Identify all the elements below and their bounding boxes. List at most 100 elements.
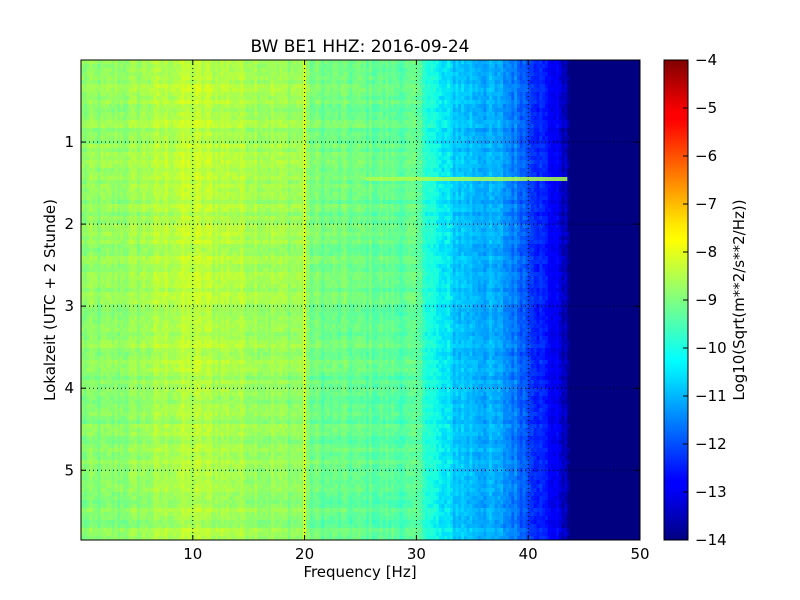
heatmap-cell xyxy=(120,132,123,136)
heatmap-cell xyxy=(92,92,95,96)
heatmap-cell xyxy=(464,80,467,84)
heatmap-cell xyxy=(380,64,383,68)
heatmap-cell xyxy=(447,136,450,140)
heatmap-cell xyxy=(478,128,481,132)
heatmap-cell xyxy=(433,88,436,92)
heatmap-cell xyxy=(397,88,400,92)
heatmap-cell xyxy=(268,148,271,152)
heatmap-cell xyxy=(98,100,101,104)
heatmap-cell xyxy=(215,72,218,76)
heatmap-cell xyxy=(523,152,526,156)
heatmap-cell xyxy=(430,108,433,112)
heatmap-cell xyxy=(207,148,210,152)
heatmap-cell xyxy=(495,148,498,152)
heatmap-cell xyxy=(397,92,400,96)
heatmap-cell xyxy=(240,132,243,136)
heatmap-cell xyxy=(215,108,218,112)
heatmap-cell xyxy=(475,148,478,152)
heatmap-cell xyxy=(265,72,268,76)
heatmap-cell xyxy=(196,104,199,108)
heatmap-cell xyxy=(274,112,277,116)
heatmap-cell xyxy=(579,76,582,80)
heatmap-cell xyxy=(296,96,299,100)
heatmap-cell xyxy=(215,96,218,100)
heatmap-cell xyxy=(274,152,277,156)
heatmap-cell xyxy=(277,84,280,88)
heatmap-cell xyxy=(470,96,473,100)
heatmap-cell xyxy=(296,148,299,152)
heatmap-cell xyxy=(288,132,291,136)
heatmap-cell xyxy=(218,156,221,160)
heatmap-cell xyxy=(629,152,632,156)
heatmap-cell xyxy=(196,120,199,124)
heatmap-cell xyxy=(579,72,582,76)
heatmap-cell xyxy=(612,64,615,68)
heatmap-cell xyxy=(539,124,542,128)
heatmap-cell xyxy=(559,72,562,76)
heatmap-cell xyxy=(327,76,330,80)
heatmap-cell xyxy=(556,72,559,76)
heatmap-cell xyxy=(361,108,364,112)
heatmap-cell xyxy=(271,112,274,116)
heatmap-cell xyxy=(170,88,173,92)
heatmap-cell xyxy=(391,124,394,128)
heatmap-cell xyxy=(573,156,576,160)
heatmap-cell xyxy=(450,104,453,108)
heatmap-cell xyxy=(470,124,473,128)
heatmap-cell xyxy=(634,80,637,84)
heatmap-cell xyxy=(344,88,347,92)
heatmap-cell xyxy=(570,96,573,100)
heatmap-cell xyxy=(277,92,280,96)
heatmap-cell xyxy=(388,140,391,144)
heatmap-cell xyxy=(299,128,302,132)
heatmap-cell xyxy=(433,136,436,140)
heatmap-cell xyxy=(623,136,626,140)
heatmap-cell xyxy=(439,100,442,104)
heatmap-cell xyxy=(442,156,445,160)
heatmap-cell xyxy=(436,116,439,120)
heatmap-cell xyxy=(386,72,389,76)
heatmap-cell xyxy=(165,152,168,156)
heatmap-cell xyxy=(612,84,615,88)
heatmap-cell xyxy=(380,60,383,64)
heatmap-cell xyxy=(634,136,637,140)
heatmap-cell xyxy=(263,148,266,152)
heatmap-cell xyxy=(210,120,213,124)
heatmap-cell xyxy=(156,136,159,140)
heatmap-cell xyxy=(321,68,324,72)
heatmap-cell xyxy=(456,72,459,76)
heatmap-cell xyxy=(391,144,394,148)
heatmap-cell xyxy=(411,84,414,88)
heatmap-cell xyxy=(363,124,366,128)
heatmap-cell xyxy=(92,120,95,124)
heatmap-cell xyxy=(361,152,364,156)
heatmap-cell xyxy=(162,100,165,104)
heatmap-cell xyxy=(129,108,132,112)
heatmap-cell xyxy=(137,124,140,128)
heatmap-cell xyxy=(249,80,252,84)
heatmap-cell xyxy=(358,152,361,156)
heatmap-cell xyxy=(313,128,316,132)
heatmap-cell xyxy=(374,136,377,140)
heatmap-cell xyxy=(333,136,336,140)
heatmap-cell xyxy=(218,60,221,64)
heatmap-cell xyxy=(478,88,481,92)
heatmap-cell xyxy=(352,68,355,72)
heatmap-cell xyxy=(618,124,621,128)
heatmap-cell xyxy=(274,140,277,144)
heatmap-cell xyxy=(548,124,551,128)
heatmap-cell xyxy=(464,100,467,104)
heatmap-cell xyxy=(201,116,204,120)
heatmap-cell xyxy=(606,72,609,76)
heatmap-cell xyxy=(377,128,380,132)
heatmap-cell xyxy=(243,136,246,140)
heatmap-cell xyxy=(458,88,461,92)
heatmap-cell xyxy=(520,112,523,116)
heatmap-cell xyxy=(137,100,140,104)
heatmap-cell xyxy=(545,136,548,140)
heatmap-cell xyxy=(391,80,394,84)
heatmap-cell xyxy=(601,120,604,124)
heatmap-cell xyxy=(553,144,556,148)
heatmap-cell xyxy=(271,96,274,100)
heatmap-cell xyxy=(447,132,450,136)
